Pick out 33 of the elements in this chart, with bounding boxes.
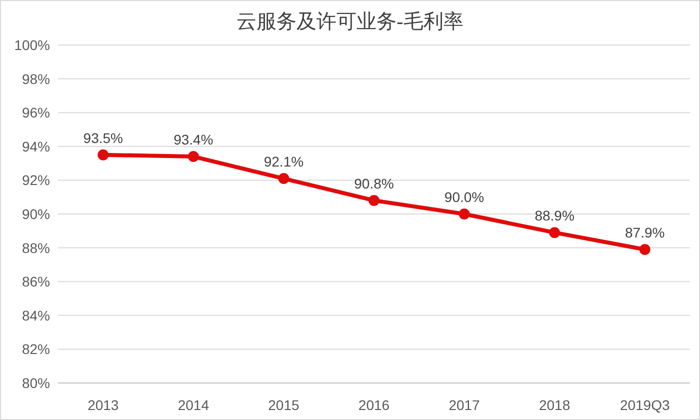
y-tick-label: 98% [22, 70, 50, 87]
data-label: 90.8% [354, 175, 394, 192]
y-tick-label: 92% [22, 172, 50, 188]
x-tick-label: 2015 [268, 397, 300, 413]
point [98, 149, 109, 160]
data-label: 88.9% [534, 208, 574, 224]
y-tick-label: 90% [22, 206, 50, 222]
point [639, 244, 650, 255]
x-tick-label: 2019Q3 [620, 397, 670, 413]
y-tick-label: 88% [22, 240, 50, 256]
point [278, 173, 290, 184]
point [368, 194, 380, 206]
y-tick-label: 86% [22, 274, 50, 290]
point [549, 227, 560, 238]
y-tick-label: 94% [22, 138, 50, 154]
x-tick-label: 2017 [448, 397, 480, 413]
data-label: 93.4% [174, 132, 214, 148]
data-label: 92.1% [264, 154, 304, 170]
chart-title: 云服务及许可业务-毛利率 [236, 11, 464, 33]
y-tick-label: 84% [22, 307, 50, 324]
y-tick-label: 96% [22, 104, 50, 121]
data-label: 93.5% [83, 130, 123, 146]
y-tick-label: 82% [22, 341, 50, 358]
x-tick-label: 2013 [88, 397, 119, 413]
data-label: 87.9% [625, 224, 665, 240]
x-tick-label: 2016 [358, 397, 390, 413]
y-tick-label: 80% [22, 375, 50, 391]
x-tick-label: 2014 [178, 397, 210, 413]
y-tick-label: 100% [14, 37, 50, 53]
point [458, 208, 470, 220]
point [188, 151, 199, 162]
data-label: 90.0% [444, 189, 484, 205]
x-tick-label: 2018 [538, 397, 570, 413]
